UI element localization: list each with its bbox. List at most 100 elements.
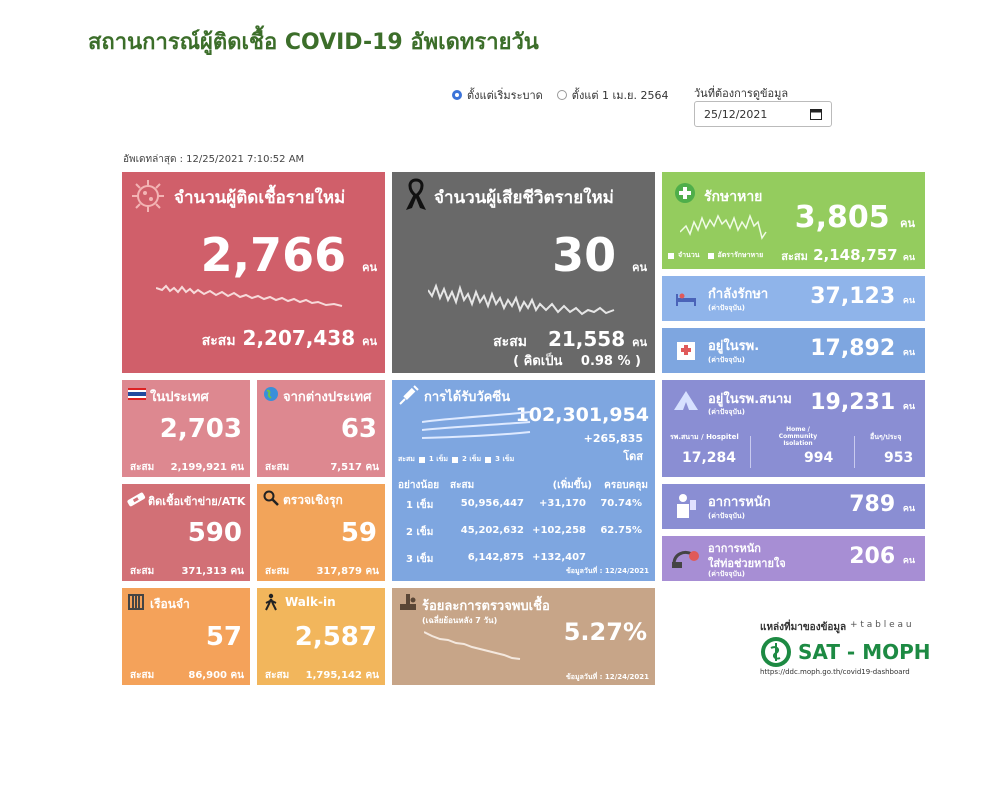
radio-since-apr-label: ตั้งแต่ 1 เม.ย. 2564 (571, 89, 669, 102)
new-cases-cum-label: สะสม (201, 333, 236, 349)
period-filter: ตั้งแต่เริ่มระบาด ตั้งแต่ 1 เม.ย. 2564 (452, 86, 668, 104)
unit-label: คน (365, 670, 379, 681)
walkin-value: 2,587 (294, 622, 377, 652)
proactive-value: 59 (340, 518, 377, 548)
ventilator-label1: อาการหนัก (708, 542, 761, 555)
field-hospital-value: 19,231 คน (810, 390, 915, 415)
proactive-cum-value: 317,879 (316, 566, 362, 577)
legend-cum-label: สะสม (398, 455, 415, 463)
severe-label: อาการหนัก (708, 495, 771, 510)
walkin-label: Walk-in (285, 595, 336, 609)
vaccine-table: อย่างน้อย สะสม (เพิ่มขึ้น) ครอบคลุม 1 เข… (398, 478, 650, 567)
dose-cum: 6,142,875 (467, 552, 524, 563)
page-title: สถานการณ์ผู้ติดเชื้อ COVID-19 อัพเดทรายว… (88, 30, 539, 55)
dose-cum: 45,202,632 (460, 525, 524, 536)
thai-flag-icon (128, 388, 146, 400)
atk-cum-label: สะสม (130, 566, 155, 577)
calendar-icon[interactable] (810, 108, 822, 120)
test-kit-icon (127, 492, 146, 507)
legend-dose3-label: 3 เข็ม (495, 455, 515, 463)
treating-card: กำลังรักษา (ค่าปัจจุบัน) 37,123 คน (662, 276, 925, 321)
legend-swatch (452, 456, 459, 463)
recovered-number: 3,805 (794, 200, 890, 235)
radio-since-start[interactable]: ตั้งแต่เริ่มระบาด (452, 86, 543, 104)
tableau-logo: + t a b l e a u (850, 620, 912, 630)
domestic-cum: 2,199,921 คน (171, 460, 244, 475)
legend-rate-swatch (707, 252, 714, 259)
magnifier-icon (263, 490, 279, 506)
new-deaths-pct-value: 0.98 % ) (580, 354, 641, 369)
vaccine-sparkline (422, 411, 531, 439)
source-url[interactable]: https://ddc.moph.go.th/covid19-dashboard (760, 668, 910, 676)
proactive-card: ตรวจเชิงรุก 59 สะสม 317,879 คน (257, 484, 385, 581)
field-hospital-card: อยู่ในรพ.สนาม (ค่าปัจจุบัน) 19,231 คน รพ… (662, 380, 925, 477)
legend-count-swatch (668, 252, 674, 259)
vaccine-row: 1 เข็ม 50,956,447 +31,170 70.74% (398, 498, 650, 513)
atk-cum-value: 371,313 (181, 566, 227, 577)
positivity-sub: (เฉลี่ยย้อนหลัง 7 วัน) (422, 616, 498, 625)
new-cases-label: จำนวนผู้ติดเชื้อรายใหม่ (174, 188, 346, 208)
unit-label: คน (632, 261, 647, 274)
recovered-card: รักษาหาย 3,805 คน จำนวน อัตรารักษาหาย สะ… (662, 172, 925, 269)
new-deaths-value: 30 คน (552, 228, 647, 282)
abroad-label: จากต่างประเทศ (283, 390, 372, 405)
treating-label: กำลังรักษา (708, 287, 769, 302)
recovered-label: รักษาหาย (704, 189, 763, 205)
patient-icon (677, 494, 696, 518)
divider (854, 436, 855, 468)
recovered-sparkline (680, 213, 767, 240)
ventilator-number: 206 (849, 544, 896, 569)
unit-label: คน (365, 566, 379, 577)
globe-icon (264, 387, 278, 401)
field-hospital-number: 19,231 (810, 390, 896, 415)
new-deaths-number: 30 (552, 228, 617, 282)
recovered-legend: จำนวน อัตรารักษาหาย (668, 250, 763, 261)
source-org: SAT - MOPH (798, 640, 931, 664)
abroad-cum-label: สะสม (265, 462, 290, 473)
field-hospital-c2-label: Home / Community Isolation (778, 426, 818, 447)
ventilator-label2: ใส่ท่อช่วยหายใจ (708, 557, 786, 570)
source-label: แหล่งที่มาของข้อมูล (760, 622, 847, 633)
new-cases-sparkline (156, 284, 343, 307)
hospital-number: 17,892 (810, 336, 896, 361)
medical-cross-icon (675, 183, 695, 203)
abroad-value: 63 (340, 414, 377, 444)
syringe-icon (399, 385, 419, 405)
dose-inc: +102,258 (532, 525, 586, 536)
col-header: อย่างน้อย (398, 480, 440, 491)
vaccine-table-header: อย่างน้อย สะสม (เพิ่มขึ้น) ครอบคลุม (398, 478, 650, 493)
dose-inc: +31,170 (539, 498, 586, 509)
radio-since-start-label: ตั้งแต่เริ่มระบาด (467, 89, 543, 102)
walkin-cum-value: 1,795,142 (305, 670, 362, 681)
prison-cum-label: สะสม (130, 670, 155, 681)
prison-card: เรือนจำ 57 สะสม 86,900 คน (122, 588, 250, 685)
new-deaths-cum-value: 21,558 (547, 327, 626, 351)
field-hospital-label: อยู่ในรพ.สนาม (708, 392, 792, 407)
ventilator-sub: (ค่าปัจจุบัน) (708, 570, 745, 578)
unit-label: คน (632, 336, 647, 349)
atk-value: 590 (187, 518, 242, 548)
vaccine-row: 3 เข็ม 6,142,875 +132,407 (398, 552, 650, 567)
severe-value: 789 คน (849, 492, 915, 517)
vaccine-total: 102,301,954 (515, 404, 649, 426)
radio-unselected-icon[interactable] (556, 90, 567, 100)
severe-sub: (ค่าปัจจุบัน) (708, 512, 745, 520)
unit-label: คน (902, 348, 915, 358)
radio-selected-icon[interactable] (452, 90, 462, 100)
abroad-cum-value: 7,517 (330, 462, 362, 473)
radio-since-apr[interactable]: ตั้งแต่ 1 เม.ย. 2564 (556, 86, 669, 104)
proactive-cum: 317,879 คน (316, 564, 379, 579)
unit-label: คน (230, 566, 244, 577)
vaccine-card: การได้รับวัคซีน 102,301,954 +265,835 โดส… (392, 380, 655, 581)
vaccine-dose-unit: โดส (623, 450, 643, 463)
new-cases-cum: สะสม 2,207,438 คน (202, 326, 377, 352)
new-cases-number: 2,766 (200, 228, 347, 282)
unit-label: คน (902, 402, 915, 412)
date-input[interactable]: 25/12/2021 (694, 101, 832, 127)
vaccine-legend: สะสม 1 เข็ม 2 เข็ม 3 เข็ม (398, 454, 514, 465)
new-deaths-pct-label: ( คิดเป็น (513, 354, 563, 369)
domestic-label: ในประเทศ (150, 390, 209, 405)
prison-label: เรือนจำ (150, 597, 190, 611)
walking-person-icon (265, 593, 277, 611)
tent-icon (674, 391, 698, 410)
